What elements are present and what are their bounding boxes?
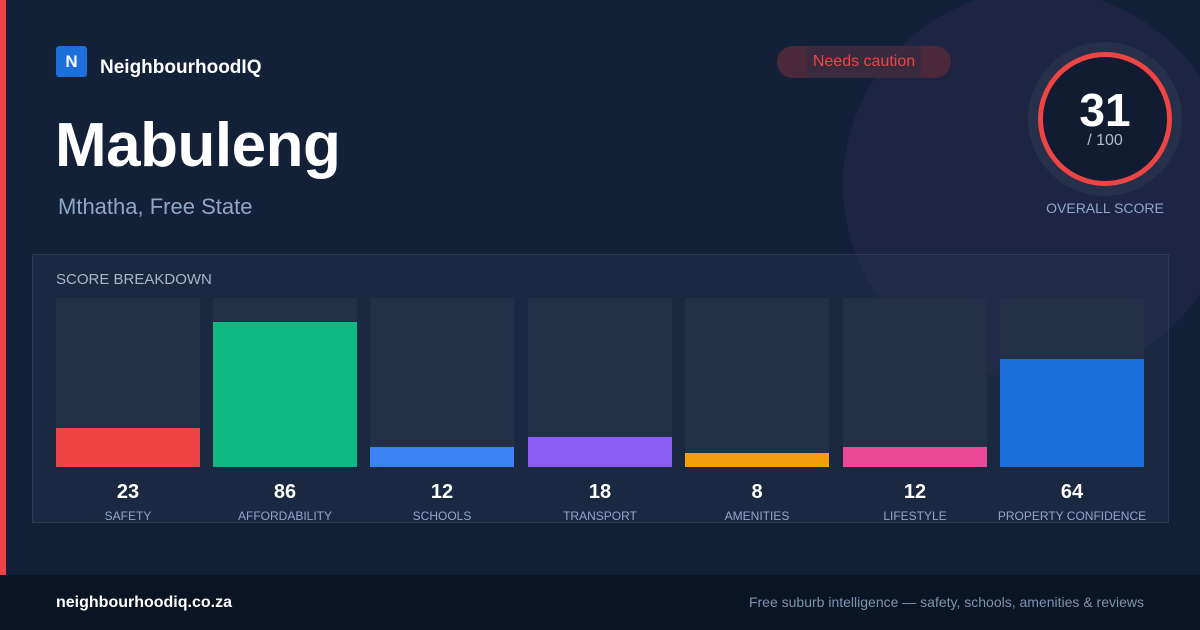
status-badge: Needs caution: [777, 46, 951, 78]
score-breakdown-heading: SCORE BREAKDOWN: [56, 271, 212, 288]
suburb-location: Mthatha, Free State: [58, 194, 253, 219]
bar-label: TRANSPORT: [563, 509, 637, 523]
overall-score-caption: OVERALL SCORE: [1046, 200, 1164, 216]
bar-value: 86: [273, 481, 297, 503]
bar-label: LIFESTYLE: [883, 509, 947, 523]
bar-label: SCHOOLS: [412, 509, 472, 523]
brand-name: NeighbourhoodIQ: [100, 57, 262, 78]
bar-track: [843, 298, 987, 467]
bar-value: 64: [1060, 481, 1084, 503]
bar-fill: [213, 322, 357, 467]
footer-site-link[interactable]: neighbourhoodiq.co.za: [56, 594, 232, 611]
brand-logo-icon: N: [56, 46, 87, 77]
accent-bar: [0, 0, 6, 575]
bar-track: [56, 298, 200, 467]
overall-score-value: 31: [1079, 84, 1131, 136]
footer-tagline: Free suburb intelligence — safety, schoo…: [748, 594, 1144, 610]
overall-score-max: / 100: [1087, 132, 1123, 149]
bar-fill: [685, 453, 829, 467]
bar-value: 18: [588, 481, 612, 503]
bar-fill: [843, 447, 987, 467]
bar-fill: [1000, 359, 1144, 467]
bar-label: PROPERTY CONFIDENCE: [997, 509, 1147, 523]
bar-value: 23: [116, 481, 140, 503]
bar-track: [1000, 298, 1144, 467]
score-bar-schools: 12 SCHOOLS: [370, 298, 514, 524]
bar-fill: [370, 447, 514, 467]
score-ring: [1038, 52, 1172, 186]
status-badge-label: Needs caution: [812, 53, 916, 70]
score-bar-property-confidence: 64 PROPERTY CONFIDENCE: [998, 298, 1146, 524]
bar-label: AFFORDABILITY: [237, 509, 332, 523]
bar-value: 12: [903, 481, 927, 503]
bar-track: [370, 298, 514, 467]
bar-fill: [528, 437, 672, 467]
score-bar-lifestyle: 12 LIFESTYLE: [843, 298, 987, 524]
footer: [0, 575, 1200, 630]
bar-value: 8: [751, 481, 763, 503]
bar-track: [213, 298, 357, 467]
score-bar-transport: 18 TRANSPORT: [528, 298, 672, 524]
bar-track: [528, 298, 672, 467]
score-bar-affordability: 86 AFFORDABILITY: [213, 298, 357, 524]
bar-label: SAFETY: [104, 509, 152, 523]
score-bar-amenities: 8 AMENITIES: [685, 298, 829, 524]
bar-value: 12: [430, 481, 454, 503]
suburb-title: Mabuleng: [55, 111, 341, 180]
score-bar-safety: 23 SAFETY: [56, 298, 200, 524]
bar-track: [685, 298, 829, 467]
bar-fill: [56, 428, 200, 467]
bar-label: AMENITIES: [724, 509, 790, 523]
